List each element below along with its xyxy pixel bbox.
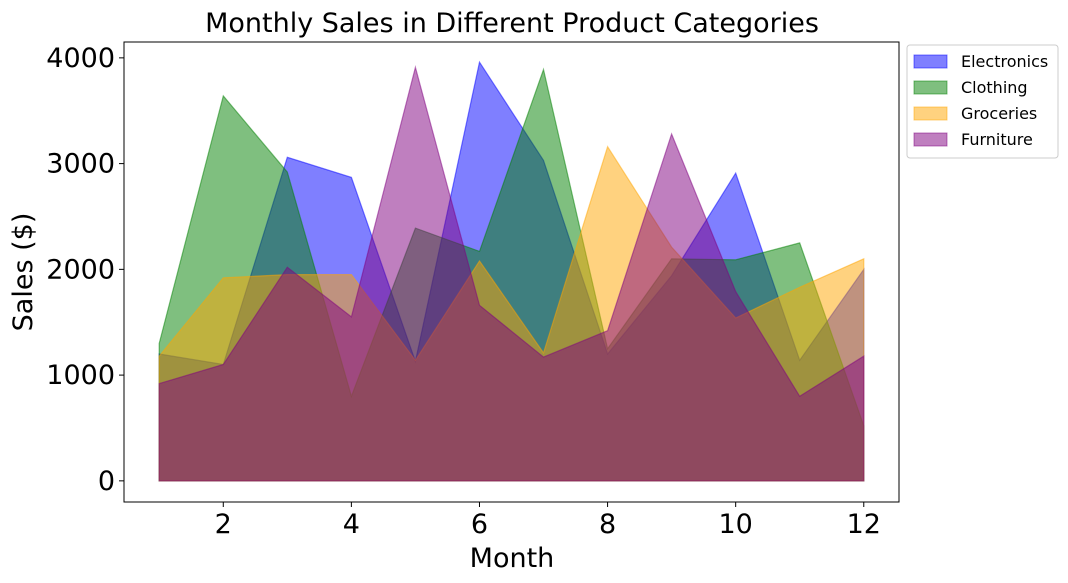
plot-frame: [123, 41, 900, 503]
legend-label-furniture: Furniture: [961, 130, 1033, 149]
x-tick-label: 10: [718, 509, 752, 540]
chart-title: Monthly Sales in Different Product Categ…: [205, 8, 819, 39]
legend-swatch-groceries: [913, 106, 948, 121]
legend-frame: [906, 44, 1059, 159]
y-axis-ticks: 0 1000 2000 3000 4000: [46, 43, 124, 497]
legend-label-groceries: Groceries: [961, 104, 1037, 123]
series-furniture: [158, 65, 865, 482]
legend-label-electronics: Electronics: [961, 52, 1048, 71]
x-tick-label: 8: [599, 509, 616, 540]
y-tick-label: 1000: [46, 360, 115, 391]
legend-swatch-clothing: [913, 80, 948, 95]
x-axis-label: Month: [470, 543, 555, 574]
x-axis-ticks: 2 4 6 8 10 12: [215, 502, 881, 540]
legend-label-clothing: Clothing: [961, 78, 1028, 97]
y-tick-label: 3000: [46, 149, 115, 180]
plot-areas: [158, 60, 865, 482]
legend-swatch-furniture: [913, 132, 948, 147]
x-tick-label: 12: [847, 509, 881, 540]
legend-swatch-electronics: [913, 54, 948, 69]
x-tick-label: 2: [215, 509, 232, 540]
x-tick-label: 4: [343, 509, 360, 540]
legend: Electronics Clothing Groceries Furniture: [906, 44, 1059, 159]
y-axis-label: Sales ($): [8, 213, 39, 332]
area-furniture: [158, 65, 865, 482]
y-tick-label: 2000: [46, 254, 115, 285]
y-tick-label: 0: [98, 466, 115, 497]
x-tick-label: 6: [471, 509, 488, 540]
y-tick-label: 4000: [46, 43, 115, 74]
